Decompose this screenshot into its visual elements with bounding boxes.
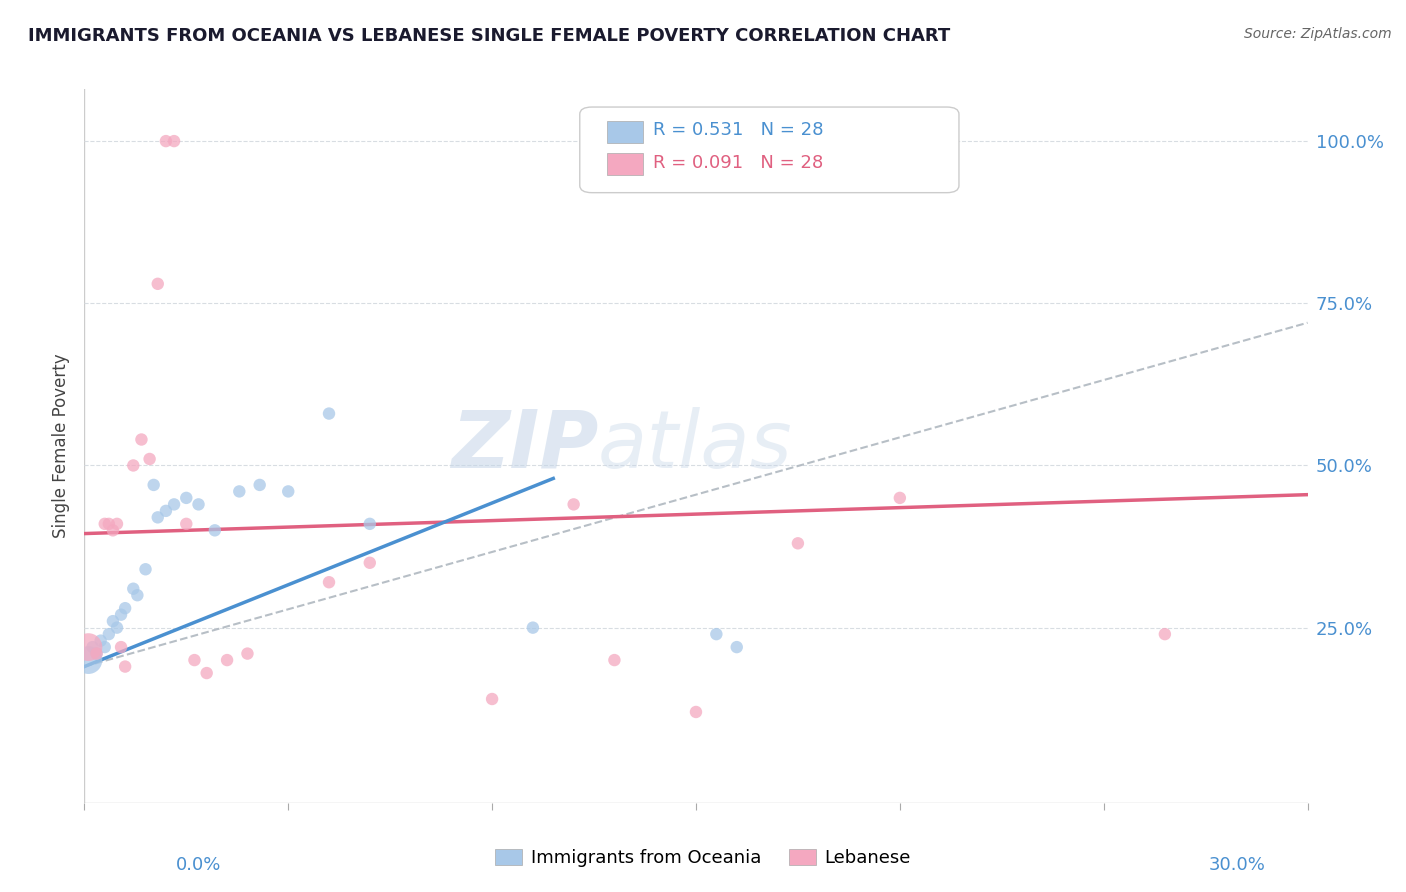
Point	[122, 458, 145, 473]
Point	[105, 621, 128, 635]
Point	[183, 653, 205, 667]
Legend: Immigrants from Oceania, Lebanese: Immigrants from Oceania, Lebanese	[488, 841, 918, 874]
Point	[174, 516, 197, 531]
Text: Source: ZipAtlas.com: Source: ZipAtlas.com	[1244, 27, 1392, 41]
Point	[155, 504, 177, 518]
Point	[787, 536, 810, 550]
Point	[110, 607, 132, 622]
Point	[318, 407, 340, 421]
Point	[135, 562, 157, 576]
Point	[77, 653, 100, 667]
Point	[101, 614, 124, 628]
Point	[187, 497, 209, 511]
FancyBboxPatch shape	[579, 107, 959, 193]
Text: atlas: atlas	[598, 407, 793, 485]
Point	[138, 452, 160, 467]
Text: R = 0.531   N = 28: R = 0.531 N = 28	[654, 121, 824, 139]
Point	[522, 621, 544, 635]
Point	[603, 653, 626, 667]
Text: 30.0%: 30.0%	[1209, 856, 1265, 874]
Point	[93, 516, 115, 531]
Point	[481, 692, 503, 706]
Point	[146, 277, 169, 291]
Text: ZIP: ZIP	[451, 407, 598, 485]
Point	[706, 627, 728, 641]
Text: 0.0%: 0.0%	[176, 856, 221, 874]
Point	[114, 659, 136, 673]
Point	[101, 524, 124, 538]
Point	[725, 640, 748, 654]
Point	[131, 433, 153, 447]
Point	[114, 601, 136, 615]
Point	[277, 484, 299, 499]
Point	[359, 516, 381, 531]
Point	[86, 647, 108, 661]
Point	[249, 478, 271, 492]
Y-axis label: Single Female Poverty: Single Female Poverty	[52, 354, 70, 538]
Point	[195, 666, 218, 681]
Point	[90, 633, 112, 648]
Point	[562, 497, 585, 511]
Point	[93, 640, 115, 654]
FancyBboxPatch shape	[606, 121, 644, 143]
Point	[174, 491, 197, 505]
Point	[105, 516, 128, 531]
Text: R = 0.091   N = 28: R = 0.091 N = 28	[654, 153, 824, 171]
Point	[236, 647, 259, 661]
Point	[217, 653, 239, 667]
Point	[82, 640, 104, 654]
Point	[889, 491, 911, 505]
Point	[127, 588, 149, 602]
Point	[122, 582, 145, 596]
Point	[86, 647, 108, 661]
Point	[1154, 627, 1177, 641]
Point	[110, 640, 132, 654]
Point	[97, 627, 120, 641]
Point	[359, 556, 381, 570]
Point	[146, 510, 169, 524]
Point	[155, 134, 177, 148]
Point	[163, 497, 186, 511]
Point	[318, 575, 340, 590]
Text: IMMIGRANTS FROM OCEANIA VS LEBANESE SINGLE FEMALE POVERTY CORRELATION CHART: IMMIGRANTS FROM OCEANIA VS LEBANESE SING…	[28, 27, 950, 45]
Point	[163, 134, 186, 148]
FancyBboxPatch shape	[606, 153, 644, 175]
Point	[142, 478, 165, 492]
Point	[228, 484, 250, 499]
Point	[204, 524, 226, 538]
Point	[77, 640, 100, 654]
Point	[685, 705, 707, 719]
Point	[97, 516, 120, 531]
